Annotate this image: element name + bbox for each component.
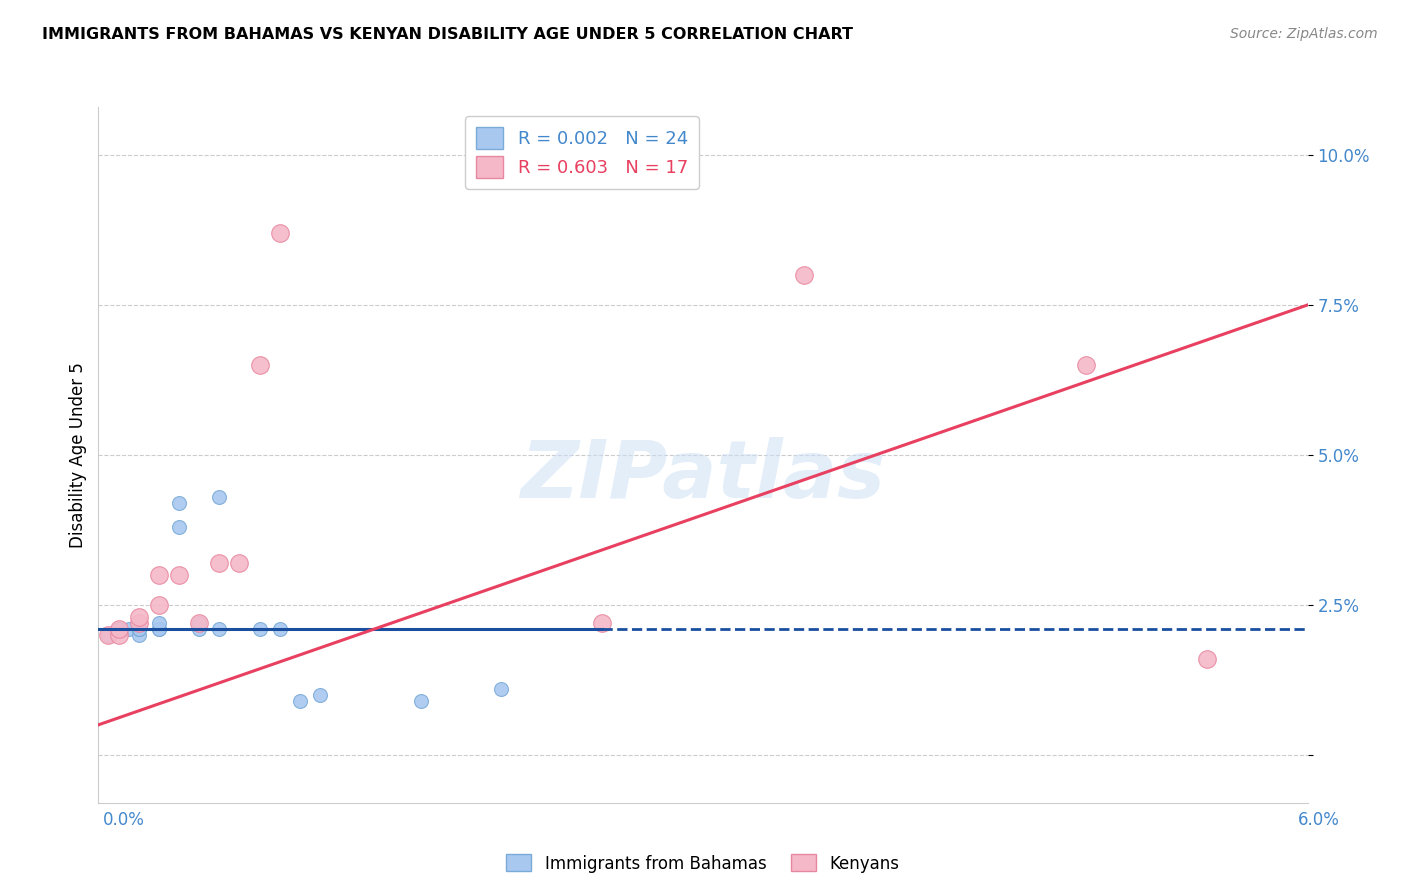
Point: [269, 226, 291, 240]
Text: 0.0%: 0.0%: [103, 811, 145, 829]
Point: [288, 694, 311, 708]
Point: [128, 615, 150, 630]
Point: [491, 681, 513, 696]
Point: [1195, 652, 1218, 666]
Legend: R = 0.002   N = 24, R = 0.603   N = 17: R = 0.002 N = 24, R = 0.603 N = 17: [465, 116, 699, 189]
Text: 6.0%: 6.0%: [1298, 811, 1340, 829]
Point: [118, 622, 141, 636]
Point: [107, 622, 129, 636]
Point: [208, 556, 231, 570]
Point: [128, 622, 150, 636]
Y-axis label: Disability Age Under 5: Disability Age Under 5: [69, 362, 87, 548]
Point: [107, 628, 129, 642]
Point: [167, 496, 190, 510]
Text: Source: ZipAtlas.com: Source: ZipAtlas.com: [1230, 27, 1378, 41]
Point: [793, 268, 815, 282]
Point: [249, 622, 271, 636]
Point: [188, 615, 211, 630]
Point: [107, 622, 129, 636]
Point: [228, 556, 250, 570]
Point: [249, 358, 271, 372]
Point: [97, 628, 120, 642]
Point: [107, 622, 129, 636]
Point: [128, 610, 150, 624]
Point: [167, 520, 190, 534]
Point: [409, 694, 432, 708]
Point: [188, 615, 211, 630]
Point: [148, 615, 170, 630]
Point: [269, 622, 291, 636]
Point: [309, 688, 332, 702]
Text: ZIPatlas: ZIPatlas: [520, 437, 886, 515]
Point: [148, 622, 170, 636]
Point: [128, 622, 150, 636]
Point: [208, 622, 231, 636]
Point: [107, 622, 129, 636]
Point: [128, 628, 150, 642]
Point: [1074, 358, 1097, 372]
Text: IMMIGRANTS FROM BAHAMAS VS KENYAN DISABILITY AGE UNDER 5 CORRELATION CHART: IMMIGRANTS FROM BAHAMAS VS KENYAN DISABI…: [42, 27, 853, 42]
Point: [208, 490, 231, 504]
Legend: Immigrants from Bahamas, Kenyans: Immigrants from Bahamas, Kenyans: [499, 847, 907, 880]
Point: [188, 622, 211, 636]
Point: [148, 598, 170, 612]
Point: [167, 567, 190, 582]
Point: [128, 622, 150, 636]
Point: [97, 628, 120, 642]
Point: [591, 615, 613, 630]
Point: [148, 567, 170, 582]
Point: [148, 622, 170, 636]
